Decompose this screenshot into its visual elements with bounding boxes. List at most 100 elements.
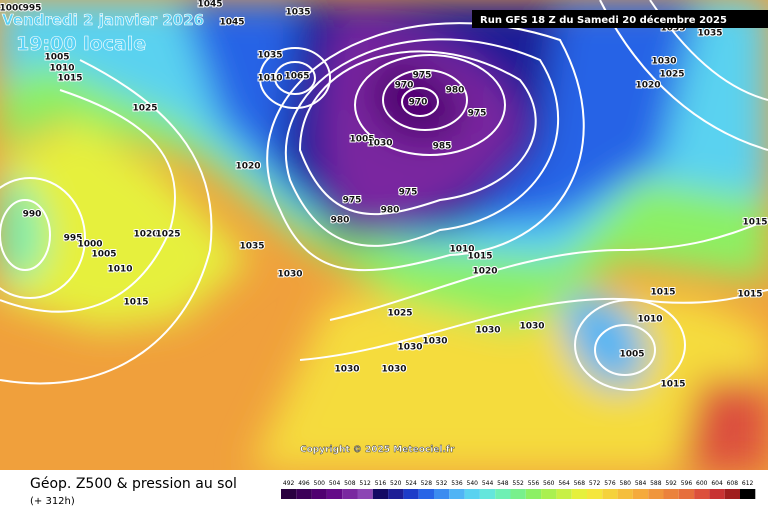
colorbar-swatch — [434, 489, 450, 499]
colorbar-swatch — [388, 489, 404, 499]
isobar-label: 1020 — [635, 81, 660, 91]
colorbar-swatch — [281, 489, 297, 499]
colorbar-label: 552 — [512, 480, 524, 487]
colorbar-swatch — [556, 489, 572, 499]
isobar-label: 1000 — [0, 4, 25, 14]
isobar-label: 1005 — [44, 53, 69, 63]
isobar-label: 995 — [64, 234, 83, 244]
colorbar-label: 524 — [405, 480, 417, 487]
isobar-label: 1010 — [257, 74, 282, 84]
colorbar-label: 560 — [543, 480, 555, 487]
isobar-label: 980 — [446, 86, 465, 96]
isobar-label: 980 — [381, 206, 400, 216]
colorbar-swatch — [663, 489, 679, 499]
colorbar-label: 528 — [421, 480, 433, 487]
isobar-label: 1020 — [133, 230, 158, 240]
colorbar-swatch — [648, 489, 664, 499]
isobar-label: 1015 — [660, 380, 685, 390]
isobar-label: 1005 — [619, 350, 644, 360]
colorbar-label: 532 — [436, 480, 448, 487]
run: Run GFS 18 Z du Samedi 20 décembre 2025 — [480, 14, 727, 26]
isobar-label: 1025 — [659, 70, 684, 80]
colorbar-label: 548 — [497, 480, 509, 487]
isobar-label: 1030 — [334, 365, 359, 375]
colorbar-swatch — [709, 489, 725, 499]
isobar-label: 1015 — [467, 252, 492, 262]
isobar-label: 1010 — [637, 315, 662, 325]
colorbar-swatch — [357, 489, 373, 499]
isobar-label: 1030 — [475, 326, 500, 336]
colorbar-label: 608 — [727, 480, 739, 487]
isobar-label: 1030 — [422, 337, 447, 347]
isobar-label: 985 — [433, 142, 452, 152]
colorbar-label: 492 — [283, 480, 295, 487]
isobar-label: 1015 — [742, 218, 767, 228]
isobar-label: 1025 — [155, 230, 180, 240]
colorbar-swatch — [525, 489, 542, 499]
colorbar-swatch — [296, 489, 312, 499]
isobar-label: 970 — [409, 98, 428, 108]
colorbar-label: 584 — [635, 480, 647, 487]
colorbar-swatch — [617, 489, 633, 499]
isobar-label: 1035 — [285, 8, 310, 18]
colorbar-label: 500 — [314, 480, 326, 487]
colorbar-swatch — [418, 489, 434, 499]
date: Vendredi 2 janvier 2026 — [2, 11, 204, 29]
isobar-label: 1010 — [107, 265, 132, 275]
isobar-label: 980 — [331, 216, 350, 226]
colorbar-label: 564 — [558, 480, 570, 487]
colorbar-swatch — [694, 489, 710, 499]
colorbar-label: 540 — [467, 480, 479, 487]
colorbar-label: 612 — [742, 480, 754, 487]
colorbar-swatch — [724, 489, 740, 499]
local-time: 19:00 locale — [16, 33, 146, 55]
colorbar-label: 512 — [359, 480, 371, 487]
isobar-label: 1035 — [257, 51, 282, 61]
colorbar-label: 580 — [620, 480, 632, 487]
colorbar-swatch — [372, 489, 389, 499]
colorbar-label: 572 — [589, 480, 601, 487]
colorbar-swatch — [326, 489, 343, 499]
isobar-label: 1005 — [91, 250, 116, 260]
isobar-label: 970 — [395, 81, 414, 91]
copyright: Copyright © 2025 Meteociel.fr — [300, 445, 455, 455]
isobar-label: 1015 — [737, 290, 762, 300]
isobar-label: 1030 — [651, 57, 676, 67]
isobar-label: 1015 — [123, 298, 148, 308]
colorbar-swatch — [541, 489, 557, 499]
colorbar-swatch — [740, 489, 756, 499]
colorbar-swatch — [495, 489, 511, 499]
isobar-label: 1015 — [57, 74, 82, 84]
colorbar-label: 516 — [375, 480, 387, 487]
colorbar-swatch — [571, 489, 587, 499]
isobar-label: 1035 — [239, 242, 264, 252]
colorbar-swatch — [510, 489, 526, 499]
colorbar-swatch — [632, 489, 649, 499]
colorbar-swatch — [587, 489, 603, 499]
isobar-label: 1030 — [277, 270, 302, 280]
colorbar-label: 576 — [604, 480, 616, 487]
colorbar-swatch — [342, 489, 358, 499]
isobar-label: 1000 — [77, 240, 102, 250]
colorbar-swatch — [449, 489, 465, 499]
isobar-label: 975 — [399, 188, 418, 198]
isobar-label: 1045 — [197, 0, 222, 10]
footer-title: Géop. Z500 & pression au sol — [30, 476, 237, 492]
colorbar-label: 604 — [711, 480, 723, 487]
colorbar-label: 568 — [574, 480, 586, 487]
colorbar-label: 508 — [344, 480, 356, 487]
isobar-label: 1030 — [519, 322, 544, 332]
isobar-label: 975 — [468, 109, 487, 119]
isobar-label: 975 — [343, 196, 362, 206]
isobar-label: 1030 — [367, 139, 392, 149]
isobar-label: 1005 — [349, 135, 374, 145]
colorbar-label: 556 — [528, 480, 540, 487]
colorbar-swatch — [311, 489, 327, 499]
isobar-label: 990 — [23, 210, 42, 220]
colorbar-label: 588 — [650, 480, 662, 487]
isobar-label: 1025 — [387, 309, 412, 319]
colorbar: 492 496 500 504 508 512 516 520 524 528 532 536 540 5… — [281, 480, 756, 499]
